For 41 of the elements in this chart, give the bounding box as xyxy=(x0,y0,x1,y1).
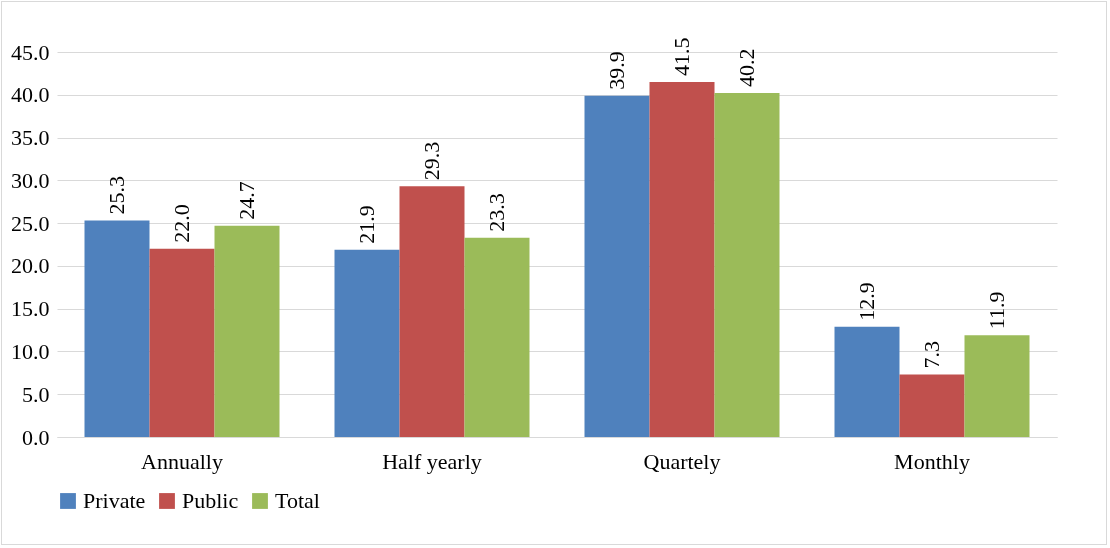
bar xyxy=(464,237,530,437)
data-label: 21.9 xyxy=(354,205,379,244)
data-label: 29.3 xyxy=(419,141,444,181)
bar xyxy=(899,374,965,437)
bar xyxy=(84,220,150,437)
y-tick-label: 20.0 xyxy=(11,253,50,279)
data-label: 40.2 xyxy=(734,48,759,88)
data-label: 12.9 xyxy=(854,282,879,321)
legend-label: Private xyxy=(83,488,146,513)
data-label: 22.0 xyxy=(169,204,194,243)
legend-label: Total xyxy=(275,488,320,513)
x-tick-label: Monthly xyxy=(894,448,970,474)
data-label: 41.5 xyxy=(669,37,694,76)
y-tick-label: 40.0 xyxy=(11,82,50,108)
data-label: 24.7 xyxy=(234,181,259,220)
x-tick-label: Half yearly xyxy=(382,448,482,474)
y-tick-label: 0.0 xyxy=(22,424,50,450)
legend-label: Public xyxy=(182,488,239,513)
data-label: 39.9 xyxy=(604,51,629,90)
y-tick-label: 15.0 xyxy=(11,296,50,322)
x-tick-label: Annually xyxy=(141,448,223,474)
bar xyxy=(399,186,465,437)
bar xyxy=(834,326,900,437)
data-label: 23.3 xyxy=(484,193,509,232)
y-tick-label: 25.0 xyxy=(11,210,50,236)
bar xyxy=(149,248,215,437)
y-tick-label: 10.0 xyxy=(11,338,50,364)
y-tick-label: 30.0 xyxy=(11,167,50,193)
bar xyxy=(714,93,780,437)
bar xyxy=(964,335,1030,437)
y-tick-label: 35.0 xyxy=(11,125,50,151)
data-label: 7.3 xyxy=(919,341,944,369)
bar xyxy=(334,249,400,437)
bar xyxy=(214,225,280,437)
x-tick-label: Quartely xyxy=(643,448,721,474)
y-tick-label: 45.0 xyxy=(11,39,50,65)
data-label: 11.9 xyxy=(984,291,1009,330)
data-label: 25.3 xyxy=(104,176,129,215)
bar xyxy=(584,95,650,437)
y-tick-label: 5.0 xyxy=(22,381,50,407)
bar xyxy=(649,81,715,437)
